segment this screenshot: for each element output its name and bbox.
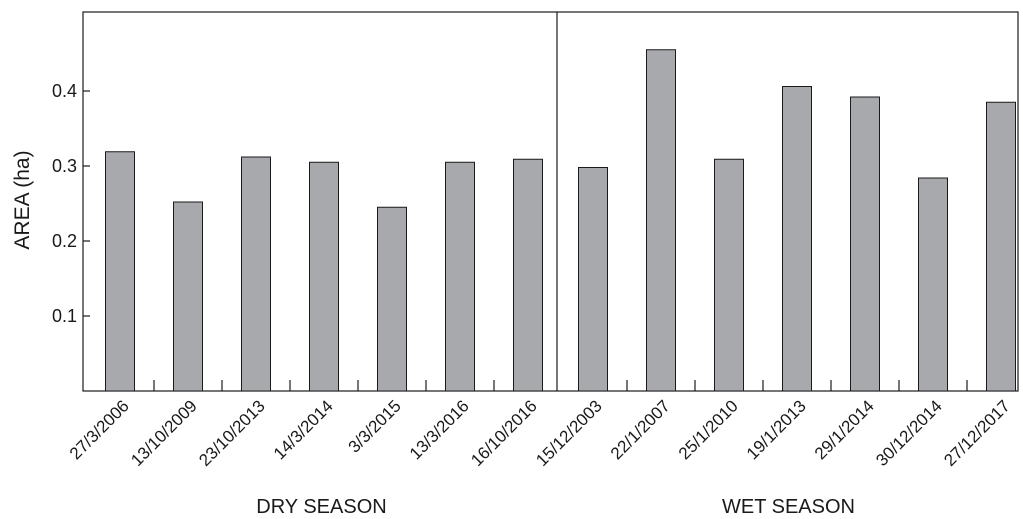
bar [377,206,407,392]
x-tick-label: 13/10/2009 [127,396,201,470]
x-tick-label: 16/10/2016 [467,396,541,470]
x-tick-label: 13/3/2016 [406,396,473,463]
bar [241,156,271,392]
bar [105,151,135,392]
x-tick-label: 25/1/2010 [675,396,742,463]
y-tick-label: 0.4 [52,81,77,101]
x-tick-label: 27/12/2017 [940,396,1014,470]
bar [173,201,203,392]
bar [714,158,744,392]
y-axis-title: AREA (ha) [11,150,34,249]
bar [513,158,543,392]
bar [782,86,812,392]
x-tick-label: 29/1/2014 [811,396,878,463]
x-tick-label: 14/3/2014 [270,396,337,463]
bar [646,49,676,392]
x-tick-label: 30/12/2014 [872,396,946,470]
x-tick-label: 22/1/2007 [607,396,674,463]
season-group-labels: DRY SEASON WET SEASON [256,496,855,518]
x-tick-label: 19/1/2013 [743,396,810,463]
x-tick-label: 3/3/2015 [345,396,405,456]
bar [918,177,948,392]
bar [578,167,608,392]
bar [445,161,475,392]
x-tick-label: 15/12/2003 [532,396,606,470]
y-tick-label: 0.3 [52,156,77,176]
x-tick-label: 27/3/2006 [66,396,133,463]
bar [986,101,1016,392]
x-tick-label: 23/10/2013 [195,396,269,470]
y-tick-label: 0.2 [52,231,77,251]
season-label: DRY SEASON [256,496,386,518]
plot-frame [82,11,1019,392]
y-axis: 0.1 0.2 0.3 0.4 [52,81,90,326]
bars [105,49,1016,392]
y-tick-label: 0.1 [52,306,77,326]
x-axis-ticks [153,380,968,391]
bar [309,161,339,392]
season-label: WET SEASON [722,496,855,518]
bar [850,96,880,392]
